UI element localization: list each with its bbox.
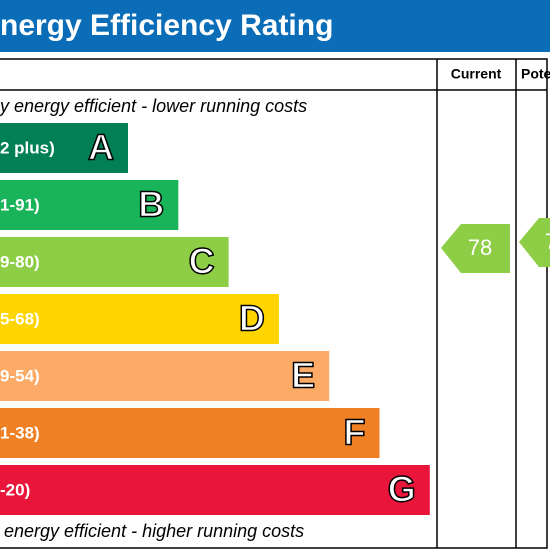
bands: 2 plus) A 1-91) B 9-80) C 5-68) D 9-54) E 1-38) F -2…	[0, 123, 430, 515]
bottom-note: energy efficient - higher running costs	[4, 521, 304, 541]
band-letter: A	[88, 127, 114, 168]
band-letter: F	[344, 412, 366, 453]
column-header: Pote	[521, 66, 550, 82]
title: nergy Efficiency Rating	[0, 9, 333, 42]
potential-arrow	[519, 218, 550, 267]
top-note: y energy efficient - lower running costs	[0, 96, 307, 116]
band-bar	[0, 123, 128, 173]
band-bar	[0, 294, 279, 344]
band-bar	[0, 351, 330, 401]
band-range: -20)	[0, 480, 30, 499]
column-header: Current	[451, 66, 502, 82]
band-letter: B	[138, 184, 164, 225]
header-bar	[0, 0, 550, 52]
table-frame	[0, 58, 548, 549]
band-bar	[0, 408, 380, 458]
band-letter: C	[189, 241, 215, 282]
band-bar	[0, 237, 229, 287]
potential-value: 7	[545, 229, 550, 254]
band-range: 9-54)	[0, 366, 40, 385]
band-range: 2 plus)	[0, 138, 55, 157]
band-letter: G	[388, 469, 416, 510]
current-value: 78	[468, 235, 492, 260]
band-range: 1-91)	[0, 195, 40, 214]
band-letter: D	[239, 298, 265, 339]
band-range: 5-68)	[0, 309, 40, 328]
band-bar	[0, 465, 430, 515]
band-range: 1-38)	[0, 423, 40, 442]
current-arrow	[441, 224, 510, 273]
band-letter: E	[291, 355, 315, 396]
band-range: 9-80)	[0, 252, 40, 271]
band-bar	[0, 180, 179, 230]
